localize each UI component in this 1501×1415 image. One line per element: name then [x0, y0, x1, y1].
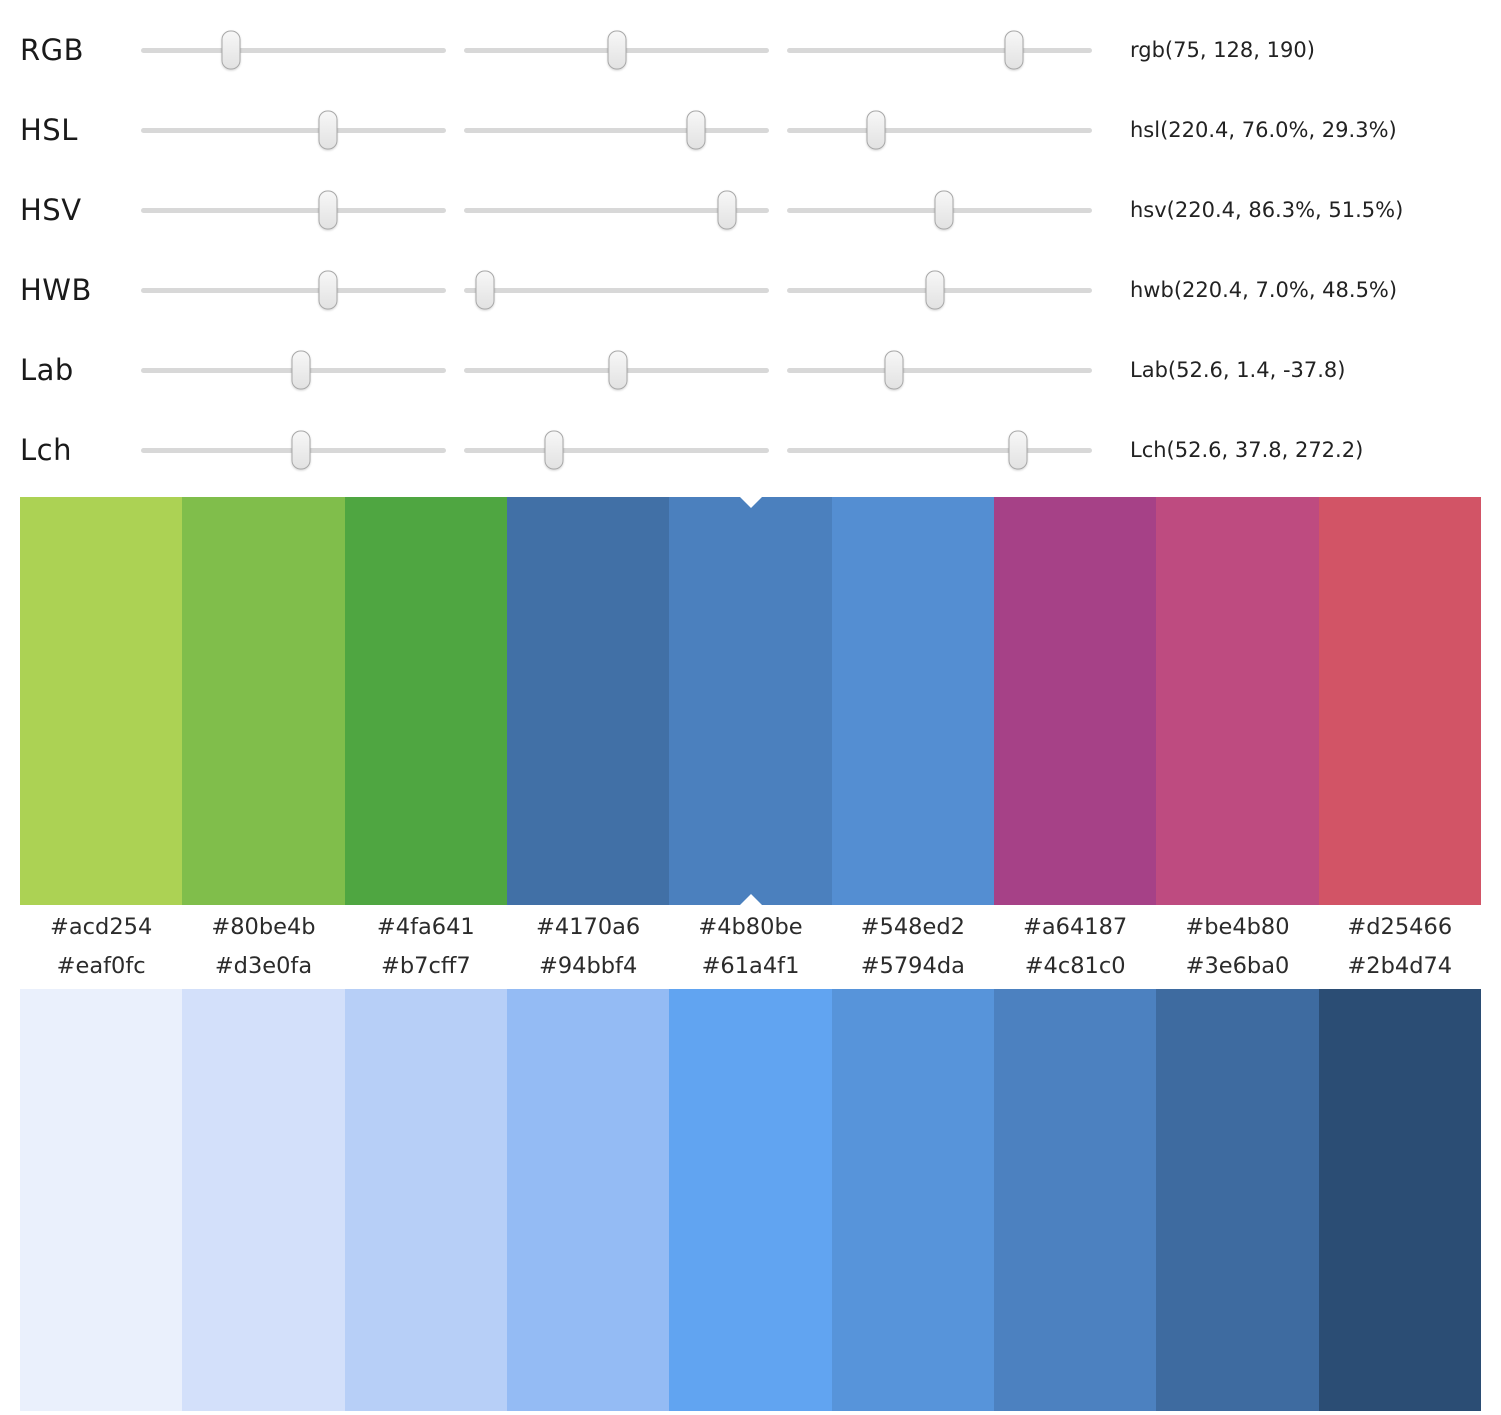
palette-swatch[interactable]	[669, 497, 832, 905]
swatch-hex-label: #acd254	[50, 914, 153, 940]
color-value: Lab(52.6, 1.4, -37.8)	[1130, 358, 1346, 382]
slider-track[interactable]	[141, 30, 446, 70]
color-value: hsl(220.4, 76.0%, 29.3%)	[1130, 118, 1397, 142]
swatch-hex-label: #5794da	[860, 953, 965, 979]
colorspace-label: Lab	[20, 353, 74, 387]
slider-thumb[interactable]	[291, 350, 311, 390]
color-value: Lch(52.6, 37.8, 272.2)	[1130, 438, 1364, 462]
palette-swatch[interactable]	[20, 497, 183, 905]
slider-thumb[interactable]	[717, 190, 737, 230]
slider-track[interactable]	[787, 430, 1092, 470]
swatch-hex-label: #80be4b	[211, 914, 316, 940]
selection-caret-bottom-icon	[739, 894, 762, 905]
slider-thumb[interactable]	[221, 30, 241, 70]
shade-swatch[interactable]	[1156, 989, 1319, 1411]
selection-caret-top-icon	[739, 497, 762, 508]
shade-swatch[interactable]	[20, 989, 183, 1411]
slider-thumb[interactable]	[544, 430, 564, 470]
slider-thumb[interactable]	[1008, 430, 1028, 470]
color-value: hsv(220.4, 86.3%, 51.5%)	[1130, 198, 1404, 222]
slider-row-hsv: HSV hsv(220.4, 86.3%, 51.5%)	[0, 170, 1501, 250]
colorspace-label: Lch	[20, 433, 72, 467]
swatch-hex-label: #d3e0fa	[214, 953, 313, 979]
palette-swatch[interactable]	[1156, 497, 1319, 905]
slider-thumb[interactable]	[318, 190, 338, 230]
swatch-hex-label: #4c81c0	[1024, 953, 1126, 979]
swatch-hex-label: #a64187	[1023, 914, 1128, 940]
palette-swatch[interactable]	[344, 497, 507, 905]
shade-swatch[interactable]	[182, 989, 345, 1411]
slider-thumb[interactable]	[686, 110, 706, 150]
slider-thumb[interactable]	[934, 190, 954, 230]
shade-swatch[interactable]	[506, 989, 670, 1411]
shade-swatch[interactable]	[993, 989, 1157, 1411]
swatch-hex-label: #2b4d74	[1347, 953, 1453, 979]
swatch-hex-label: #548ed2	[860, 914, 965, 940]
slider-panel: RGB rgb(75, 128, 190) HSL hsl(220.4, 76.…	[0, 0, 1501, 490]
slider-thumb[interactable]	[866, 110, 886, 150]
slider-thumb[interactable]	[318, 110, 338, 150]
colorspace-label: HWB	[20, 273, 92, 307]
slider-thumb[interactable]	[318, 270, 338, 310]
slider-track[interactable]	[464, 190, 769, 230]
swatch-hex-label: #4170a6	[536, 914, 641, 940]
slider-row-lab: Lab Lab(52.6, 1.4, -37.8)	[0, 330, 1501, 410]
palette-hex-labels: #acd254 #80be4b #4fa641 #4170a6 #4b80be …	[20, 905, 1481, 950]
slider-row-hsl: HSL hsl(220.4, 76.0%, 29.3%)	[0, 90, 1501, 170]
swatch-hex-label: #3e6ba0	[1185, 953, 1290, 979]
swatch-hex-label: #4fa641	[376, 914, 475, 940]
swatch-hex-label: #61a4f1	[701, 953, 800, 979]
slider-track[interactable]	[787, 110, 1092, 150]
shade-swatch[interactable]	[344, 989, 507, 1411]
slider-thumb[interactable]	[291, 430, 311, 470]
palette-swatch[interactable]	[506, 497, 670, 905]
palette-strip	[20, 497, 1481, 905]
slider-thumb[interactable]	[607, 30, 627, 70]
slider-thumb[interactable]	[1004, 30, 1024, 70]
swatch-hex-label: #4b80be	[698, 914, 803, 940]
color-value: rgb(75, 128, 190)	[1130, 38, 1315, 62]
slider-row-rgb: RGB rgb(75, 128, 190)	[0, 10, 1501, 90]
slider-row-lch: Lch Lch(52.6, 37.8, 272.2)	[0, 410, 1501, 490]
shade-swatch[interactable]	[831, 989, 994, 1411]
swatch-hex-label: #b7cff7	[381, 953, 471, 979]
swatch-hex-label: #94bbf4	[539, 953, 638, 979]
palette-swatch[interactable]	[993, 497, 1157, 905]
slider-track[interactable]	[141, 430, 446, 470]
slider-track[interactable]	[787, 350, 1092, 390]
slider-thumb[interactable]	[475, 270, 495, 310]
palette-swatch[interactable]	[182, 497, 345, 905]
swatch-hex-label: #d25466	[1347, 914, 1453, 940]
slider-track[interactable]	[464, 110, 769, 150]
colorspace-label: RGB	[20, 33, 85, 67]
slider-track[interactable]	[787, 190, 1092, 230]
shade-hex-labels: #eaf0fc #d3e0fa #b7cff7 #94bbf4 #61a4f1 …	[20, 950, 1481, 989]
slider-thumb[interactable]	[608, 350, 628, 390]
swatch-hex-label: #be4b80	[1185, 914, 1290, 940]
slider-track[interactable]	[141, 350, 446, 390]
palette-swatch[interactable]	[1318, 497, 1481, 905]
slider-thumb[interactable]	[884, 350, 904, 390]
colorspace-label: HSL	[20, 113, 78, 147]
swatch-hex-label: #eaf0fc	[56, 953, 146, 979]
slider-track[interactable]	[464, 30, 769, 70]
shade-swatch[interactable]	[669, 989, 832, 1411]
colorspace-label: HSV	[20, 193, 82, 227]
slider-track[interactable]	[141, 190, 446, 230]
slider-track[interactable]	[464, 350, 769, 390]
slider-track[interactable]	[787, 30, 1092, 70]
slider-track[interactable]	[787, 270, 1092, 310]
palette-swatch[interactable]	[831, 497, 994, 905]
slider-track[interactable]	[141, 110, 446, 150]
shades-strip	[20, 989, 1481, 1411]
color-value: hwb(220.4, 7.0%, 48.5%)	[1130, 278, 1398, 302]
shade-swatch[interactable]	[1318, 989, 1481, 1411]
slider-track[interactable]	[141, 270, 446, 310]
slider-track[interactable]	[464, 430, 769, 470]
slider-track[interactable]	[464, 270, 769, 310]
slider-row-hwb: HWB hwb(220.4, 7.0%, 48.5%)	[0, 250, 1501, 330]
slider-thumb[interactable]	[925, 270, 945, 310]
